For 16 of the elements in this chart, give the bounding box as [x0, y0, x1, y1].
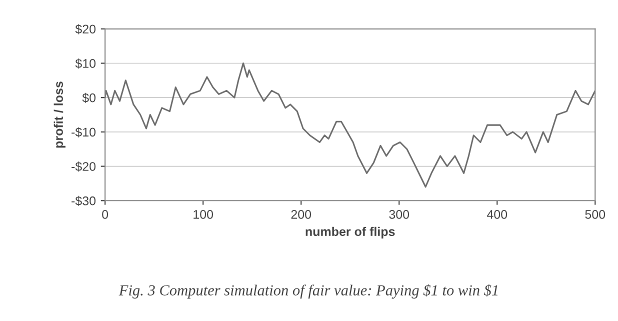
line-series	[105, 62, 596, 188]
x-tick-label: 300	[389, 210, 410, 219]
caption: Fig. 3 Computer simulation of fair value: Paying $1 to win $1	[118, 284, 498, 299]
x-tick-label: 0	[102, 210, 108, 219]
y-tick-label: -$30	[72, 196, 96, 206]
y-tick-label: $20	[75, 24, 96, 34]
x-tick-label: 500	[585, 210, 606, 219]
x-tick-label: 200	[291, 210, 312, 219]
y-axis-title: profit / loss	[54, 82, 66, 148]
y-tick-label: -$10	[72, 127, 96, 138]
y-tick-label: -$20	[72, 162, 96, 172]
x-tick-label: 100	[194, 210, 214, 219]
x-tick-label: 400	[486, 210, 508, 219]
y-tick-label: $10	[75, 58, 96, 69]
x-axis-title: number of flips	[306, 226, 395, 239]
y-tick-label: $0	[82, 92, 96, 103]
